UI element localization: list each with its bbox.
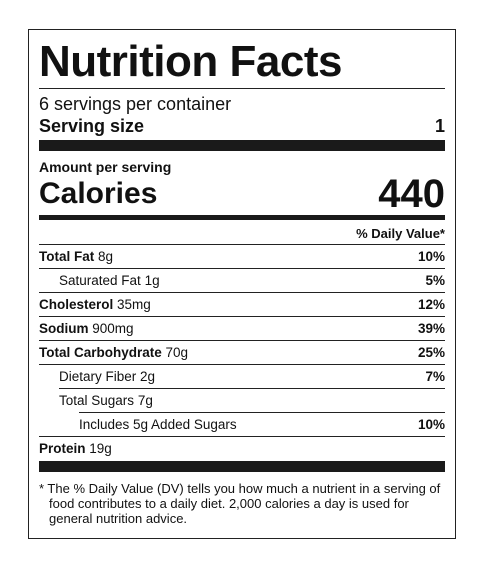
nutrient-name: Sodium: [39, 321, 89, 336]
nutrient-amount: 900mg: [92, 321, 134, 336]
nutrient-dv: 25%: [417, 345, 445, 360]
nutrient-amount: 19g: [89, 441, 112, 456]
nutrient-row-cholesterol: Cholesterol 35mg 12%: [39, 292, 445, 316]
nutrient-row-added-sugars: Includes 5g Added Sugars 10%: [39, 412, 445, 436]
nutrient-amount: 1g: [144, 273, 160, 288]
serving-size-label: Serving size: [39, 116, 145, 136]
calories-row: Calories 440: [39, 172, 445, 216]
nutrient-amount: 8g: [98, 249, 114, 264]
daily-value-footnote: * The % Daily Value (DV) tells you how m…: [39, 481, 441, 526]
nutrient-amount: 7g: [137, 392, 153, 408]
nutrient-name: Saturated Fat: [59, 273, 141, 288]
nutrient-row-total-carbohydrate: Total Carbohydrate 70g 25%: [39, 340, 445, 364]
nutrient-name: Dietary Fiber: [59, 369, 137, 384]
nutrient-name: Protein: [39, 441, 86, 456]
nutrient-name: Total Carbohydrate: [39, 345, 162, 360]
nutrition-facts-label: Nutrition Facts 6 servings per container…: [28, 29, 456, 539]
nutrient-row-total-fat: Total Fat 8g 10%: [39, 244, 445, 268]
nutrient-row-protein: Protein 19g: [39, 436, 445, 460]
nutrient-amount: 70g: [165, 345, 189, 360]
nutrient-row-saturated-fat: Saturated Fat 1g 5%: [39, 268, 445, 292]
calories-divider-bar: [39, 215, 445, 220]
nutrient-dv: 7%: [425, 369, 445, 384]
title-divider: [39, 88, 445, 89]
nutrient-name: Total Fat: [39, 249, 95, 264]
nutrient-name: Total Sugars: [59, 392, 135, 408]
nutrient-name: Cholesterol: [39, 297, 114, 312]
calories-value: 440: [378, 172, 445, 216]
nutrient-row-total-sugars: Total Sugars 7g: [39, 388, 445, 412]
nutrient-dv: 39%: [417, 321, 445, 336]
serving-size-row: Serving size 1: [39, 115, 445, 137]
nutrient-dv: 10%: [417, 249, 445, 264]
nutrient-name: Includes 5g Added Sugars: [79, 416, 237, 432]
nutrient-amount: 2g: [140, 369, 156, 384]
nutrient-amount: 35mg: [117, 297, 151, 312]
serving-divider-bar: [39, 140, 445, 151]
amount-per-serving: Amount per serving: [39, 159, 172, 175]
nutrient-row-sodium: Sodium 900mg 39%: [39, 316, 445, 340]
servings-per-container: 6 servings per container: [39, 94, 232, 114]
calories-label: Calories: [39, 177, 158, 210]
serving-size-value: 1: [434, 116, 445, 136]
nutrient-dv: 12%: [417, 297, 445, 312]
nutrient-row-dietary-fiber: Dietary Fiber 2g 7%: [39, 364, 445, 388]
daily-value-header: % Daily Value*: [356, 226, 445, 241]
label-title: Nutrition Facts: [39, 37, 342, 86]
bottom-divider-bar: [39, 461, 445, 472]
nutrient-dv: 5%: [425, 273, 445, 288]
nutrient-dv: 10%: [417, 416, 445, 432]
